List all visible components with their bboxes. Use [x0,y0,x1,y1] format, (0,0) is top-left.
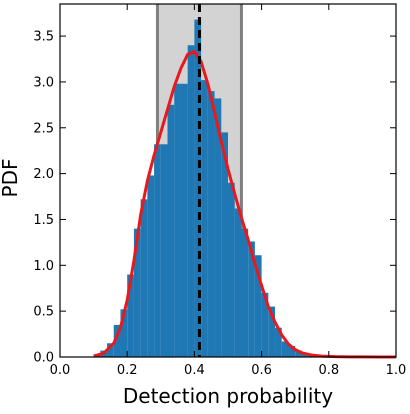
x-tick-label: 0.8 [318,363,339,378]
x-tick-label: 1.0 [386,363,407,378]
histogram-bar [228,183,235,357]
x-tick-label: 0.4 [184,363,205,378]
histogram-bar [147,175,154,357]
histogram-bar [208,91,215,357]
histogram-bar [201,80,208,357]
histogram-bar [161,144,168,357]
y-tick-label: 1.5 [33,213,54,228]
x-tick-label: 0.2 [117,363,138,378]
x-tick-label: 0.6 [251,363,272,378]
y-tick-label: 3.0 [33,75,54,90]
histogram-bar [235,208,242,357]
histogram-bar [141,199,148,357]
y-tick-label: 2.5 [33,121,54,136]
y-tick-label: 2.0 [33,167,54,182]
histogram-bar [154,144,161,357]
histogram-bar [181,84,188,357]
y-axis-label: PDF [0,159,22,198]
y-tick-label: 0.0 [33,351,54,366]
histogram-bar [188,45,195,357]
histogram-bar [241,229,248,357]
y-tick-label: 1.0 [33,259,54,274]
y-tick-label: 3.5 [33,30,54,45]
x-axis-label: Detection probability [123,384,333,408]
y-tick-label: 0.5 [33,305,54,320]
histogram-bar [168,105,175,357]
histogram-bar [174,84,181,357]
